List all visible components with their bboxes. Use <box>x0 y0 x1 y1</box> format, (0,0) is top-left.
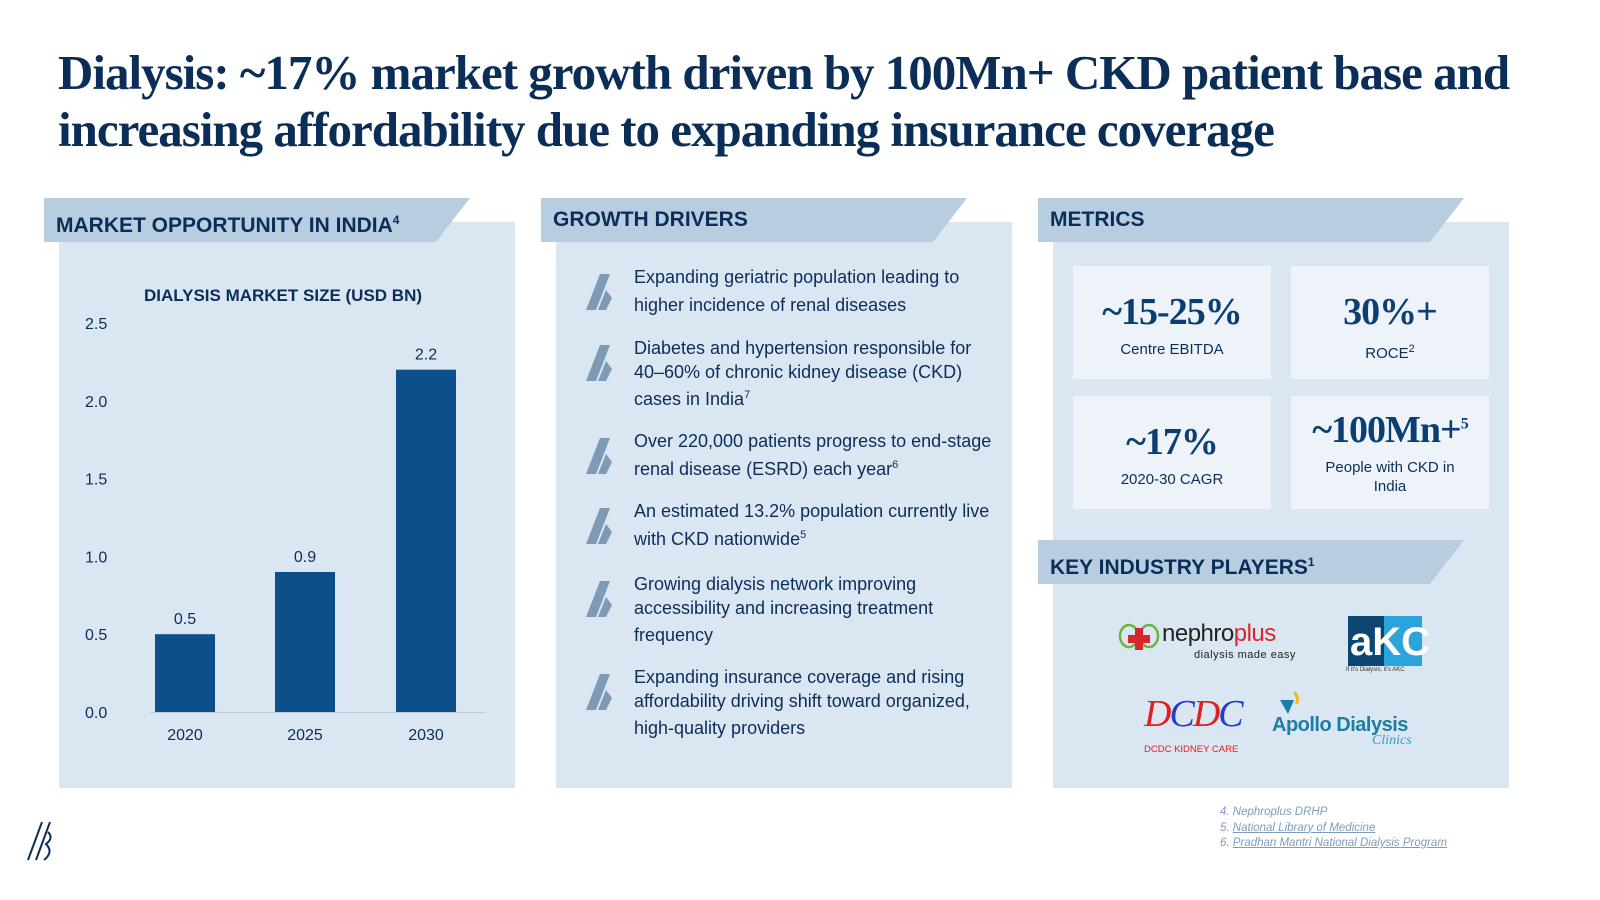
footnote-ref: 2 <box>1408 343 1415 355</box>
butterfly-cross-icon <box>1118 623 1160 650</box>
drivers-header-label: GROWTH DRIVERS <box>553 208 748 231</box>
driver-text: Expanding insurance coverage and rising … <box>634 667 970 738</box>
metric-value: ~15-25% <box>1102 291 1242 333</box>
dcdc-name: DCDC <box>1144 693 1244 735</box>
data-label: 2.2 <box>415 347 437 364</box>
footnote-num: 4. <box>1220 806 1230 818</box>
metric-value-text: ~100Mn+ <box>1312 409 1461 451</box>
footnote-num: 5. <box>1220 821 1230 834</box>
metric-value: ~100Mn+5 <box>1291 408 1489 452</box>
bar <box>396 369 456 712</box>
metric-card: ~17% 2020-30 CAGR <box>1073 396 1271 509</box>
y-tick-label: 1.0 <box>85 549 107 566</box>
driver-text: Over 220,000 patients progress to end-st… <box>634 431 992 479</box>
nephroplus-logo: nephroplus dialysis made easy <box>1118 620 1303 665</box>
footnote-text: Nephroplus DRHP <box>1232 806 1328 818</box>
dcdc-tagline: DCDC KIDNEY CARE <box>1144 744 1239 755</box>
driver-text: An estimated 13.2% population currently … <box>634 501 990 549</box>
brand-logo-icon <box>27 821 52 861</box>
data-label: 0.9 <box>294 549 316 566</box>
metric-label: ROCE2 <box>1291 340 1489 363</box>
chart-title: DIALYSIS MARKET SIZE (USD BN) <box>144 286 423 305</box>
market-header: MARKET OPPORTUNITY IN INDIA4 <box>44 198 470 242</box>
metric-label: 2020-30 CAGR <box>1120 471 1224 488</box>
bar-chart: 0.0 0.5 1.0 1.5 2.0 2.5 0.5 2020 0.9 2025 2.2 2030 <box>85 316 486 744</box>
nephroplus-name: nephroplus <box>1162 620 1276 648</box>
apollo-name: Apollo Dialysis <box>1272 714 1408 736</box>
driver-item: Over 220,000 patients progress to end-st… <box>634 430 994 481</box>
metric-card: ~15-25% Centre EBITDA <box>1073 266 1271 379</box>
y-tick-label: 0.5 <box>85 627 107 644</box>
slash-bullet-icon <box>584 504 614 544</box>
nephroplus-name-b: plus <box>1233 620 1277 647</box>
footnote: 5. National Library of Medicine <box>1220 821 1447 837</box>
apollo-logo: Apollo Dialysis Clinics <box>1272 690 1422 750</box>
akc-name: aKC <box>1350 620 1431 664</box>
metric-value: 30%+ <box>1343 291 1438 333</box>
metrics-header: METRICS <box>1038 198 1464 242</box>
y-tick-label: 1.5 <box>85 472 107 489</box>
footnote: 4. Nephroplus DRHP <box>1220 805 1447 821</box>
driver-item: Expanding insurance coverage and rising … <box>634 666 994 741</box>
footnote-num: 6. <box>1220 837 1230 849</box>
footnote-ref: 5 <box>1460 415 1469 433</box>
slash-bullet-icon <box>584 577 614 617</box>
data-label: 0.5 <box>174 611 196 628</box>
akc-logo: aKC If it's Dialysis, it's AKC <box>1346 616 1430 676</box>
driver-text: Growing dialysis network improving acces… <box>634 574 934 645</box>
nephroplus-tagline: dialysis made easy <box>1194 649 1296 661</box>
driver-text: Diabetes and hypertension responsible fo… <box>634 338 972 409</box>
page-title: Dialysis: ~17% market growth driven by 1… <box>58 45 1510 157</box>
footnote-ref: 5 <box>800 528 807 541</box>
metric-label: People with CKD in India <box>1325 459 1455 495</box>
footnote: 6. Pradhan Mantri National Dialysis Prog… <box>1220 836 1447 852</box>
bar <box>155 634 215 712</box>
players-header: KEY INDUSTRY PLAYERS1 <box>1038 540 1464 584</box>
footnote-ref: 7 <box>744 389 751 401</box>
footnote-link[interactable]: Pradhan Mantri National Dialysis Program <box>1232 837 1447 849</box>
slash-bullet-icon <box>584 341 614 381</box>
metric-card: 30%+ ROCE2 <box>1291 266 1489 379</box>
drivers-header: GROWTH DRIVERS <box>541 198 967 242</box>
footnotes: 4. Nephroplus DRHP 5. National Library of… <box>1220 805 1447 852</box>
metrics-header-label: METRICS <box>1050 208 1145 231</box>
footnote-ref: 4 <box>392 213 400 227</box>
footnote-ref: 6 <box>892 458 899 471</box>
drivers-panel <box>556 222 1012 788</box>
metric-label-text: ROCE <box>1365 345 1409 362</box>
metric-card: ~100Mn+5 People with CKD in India <box>1291 396 1489 509</box>
slash-bullet-icon <box>584 434 614 474</box>
akc-tagline: If it's Dialysis, it's AKC <box>1346 667 1405 673</box>
driver-item: An estimated 13.2% population currently … <box>634 500 994 551</box>
metric-value: ~17% <box>1126 421 1219 463</box>
x-tick-label: 2030 <box>408 727 444 744</box>
driver-item: Growing dialysis network improving acces… <box>634 573 994 648</box>
footnote-link[interactable]: National Library of Medicine <box>1232 821 1376 834</box>
metric-label: Centre EBITDA <box>1120 341 1224 358</box>
driver-item: Diabetes and hypertension responsible fo… <box>634 337 994 412</box>
nephroplus-name-a: nephro <box>1162 620 1234 647</box>
players-header-label: KEY INDUSTRY PLAYERS <box>1050 556 1308 579</box>
apollo-emblem-icon <box>1280 690 1300 714</box>
driver-text: Expanding geriatric population leading t… <box>634 267 960 315</box>
market-header-label: MARKET OPPORTUNITY IN INDIA <box>56 214 393 237</box>
x-tick-label: 2020 <box>167 727 203 744</box>
x-tick-label: 2025 <box>287 727 323 744</box>
slash-bullet-icon <box>584 670 614 710</box>
driver-item: Expanding geriatric population leading t… <box>634 266 994 317</box>
slash-bullet-icon <box>584 270 614 310</box>
apollo-sub: Clinics <box>1372 733 1412 748</box>
y-tick-label: 2.5 <box>85 316 107 333</box>
footnote-ref: 1 <box>1307 555 1315 569</box>
y-tick-label: 2.0 <box>85 394 107 411</box>
y-tick-label: 0.0 <box>85 705 107 722</box>
dcdc-logo: DCDC DCDC KIDNEY CARE <box>1140 690 1244 758</box>
bar <box>275 571 335 712</box>
